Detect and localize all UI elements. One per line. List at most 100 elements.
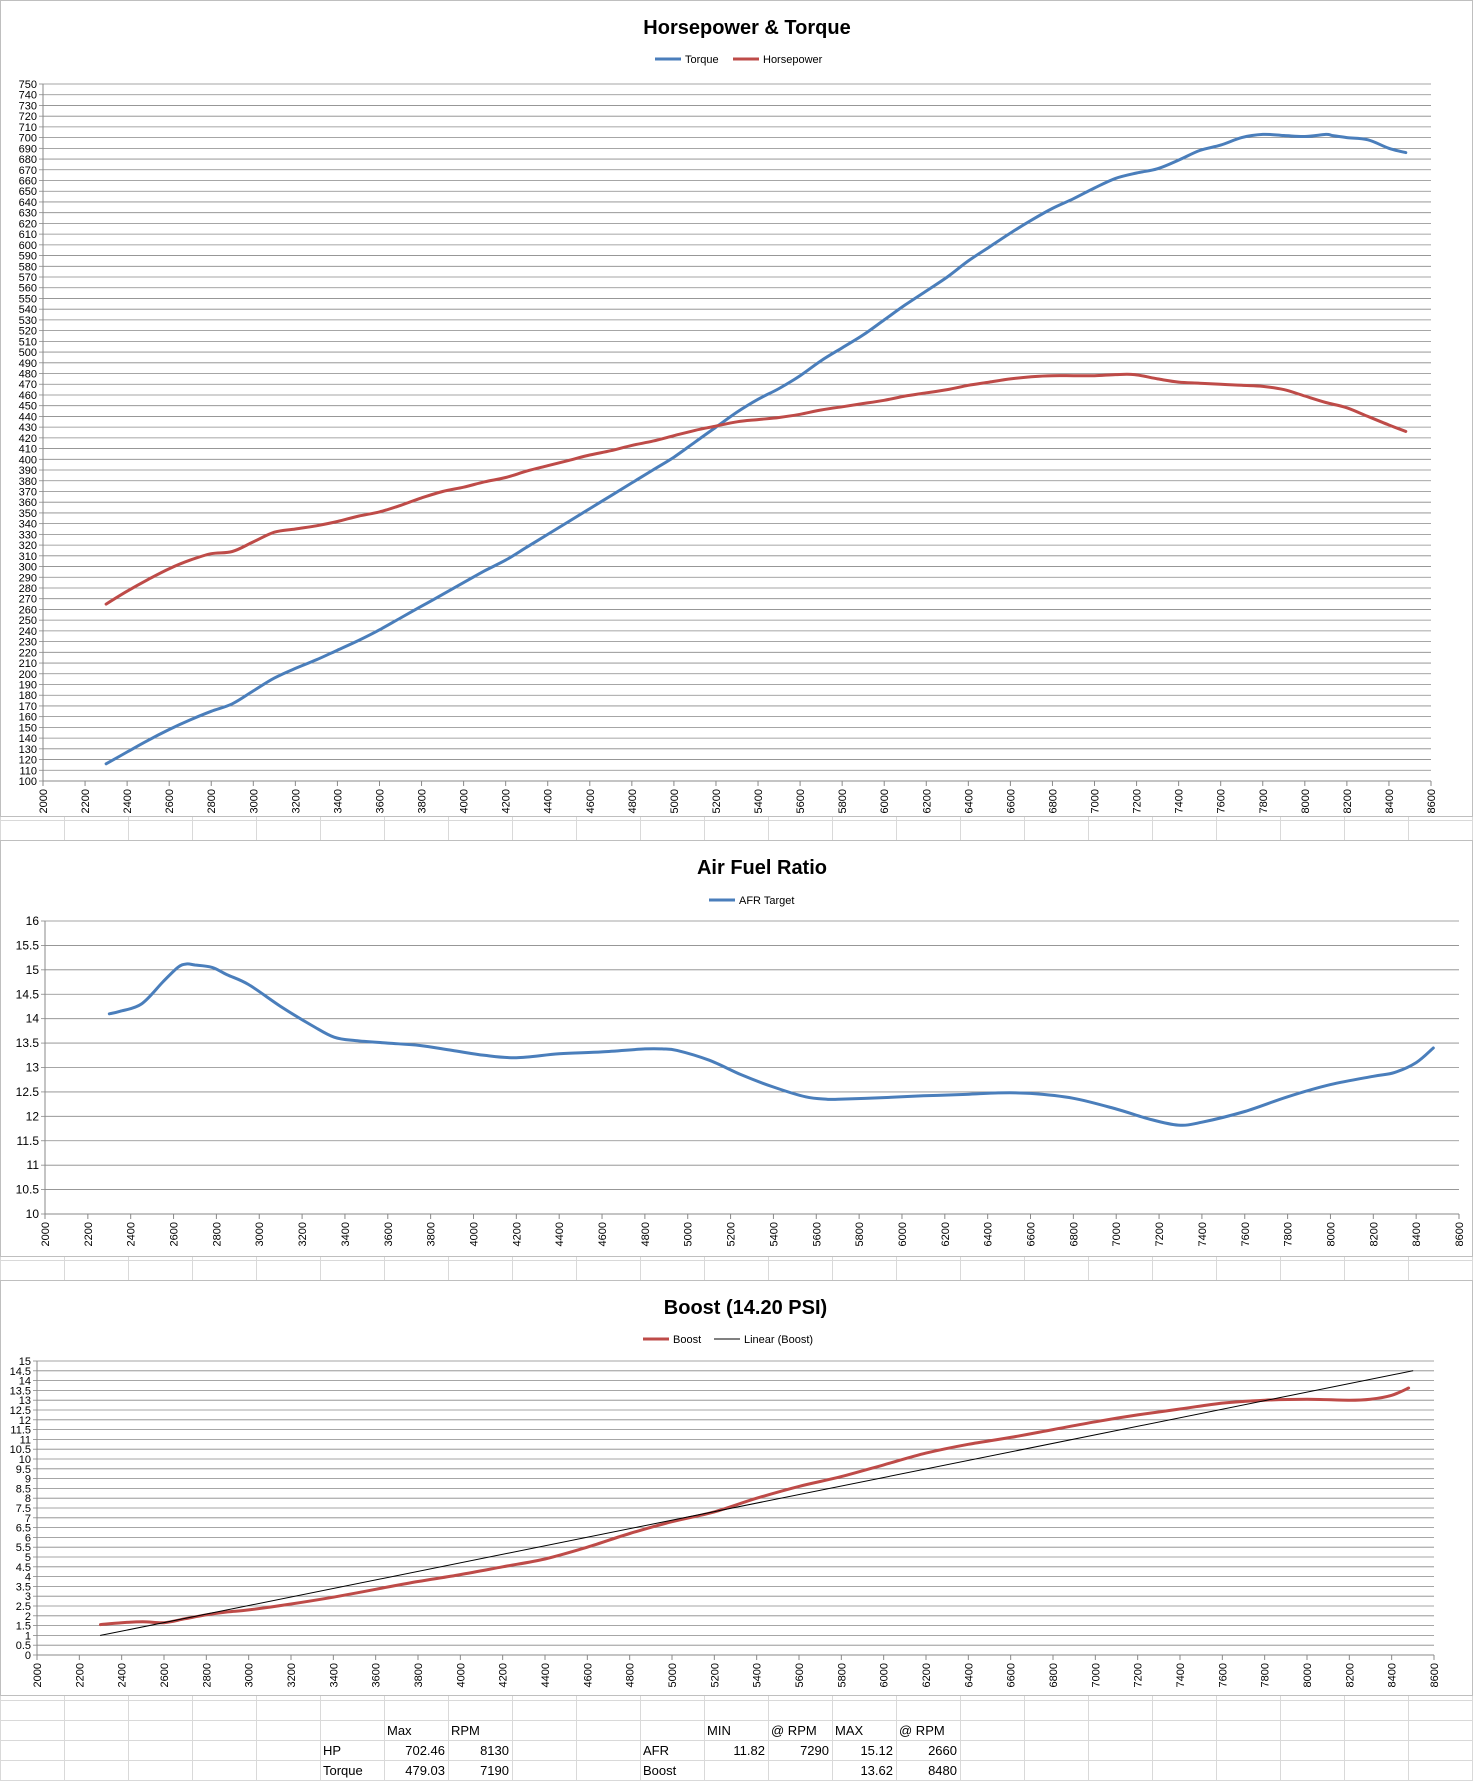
- svg-text:Boost: Boost: [673, 1334, 701, 1346]
- x-tick-label: 3000: [244, 1663, 256, 1687]
- x-tick-label: 5800: [836, 1663, 848, 1687]
- x-tick-label: 2000: [32, 1663, 44, 1687]
- x-tick-label: 4600: [582, 1663, 594, 1687]
- y-tick-label: 630: [19, 208, 37, 220]
- y-tick-label: 1.5: [16, 1621, 31, 1633]
- y-tick-label: 11.5: [17, 1134, 40, 1148]
- y-tick-label: 100: [19, 776, 37, 788]
- boost-max: 13.62: [860, 1763, 893, 1778]
- series-line-horsepower: [104, 372, 1408, 606]
- series-line-boost: [99, 1386, 1411, 1627]
- header-min: MIN: [707, 1723, 731, 1738]
- x-tick-label: 5400: [768, 1222, 780, 1246]
- y-tick-label: 510: [19, 336, 37, 348]
- y-tick-label: 530: [19, 315, 37, 327]
- x-tick-label: 8000: [1302, 1663, 1314, 1687]
- x-tick-label: 2800: [201, 1663, 213, 1687]
- y-tick-label: 13: [19, 1395, 31, 1407]
- y-tick-label: 660: [19, 176, 37, 188]
- x-tick-label: 2200: [74, 1663, 86, 1687]
- y-tick-label: 8: [25, 1493, 31, 1505]
- x-tick-label: 5600: [794, 1663, 806, 1687]
- y-tick-label: 370: [19, 486, 37, 498]
- chart-hp-torque[interactable]: Horsepower & Torque Torque Horsepower 100 11…: [0, 0, 1473, 817]
- x-tick-label: 5200: [726, 1222, 738, 1246]
- afr-label: AFR: [643, 1743, 669, 1758]
- x-tick-label: 3400: [328, 1663, 340, 1687]
- x-tick-label: 2200: [83, 1222, 95, 1246]
- x-tick-label: 8600: [1454, 1222, 1466, 1246]
- y-tick-label: 2: [25, 1611, 31, 1623]
- chart-boost[interactable]: Boost (14.20 PSI) Boost Linear (Boost) 0 0.5…: [0, 1280, 1473, 1696]
- x-tick-label: 6400: [983, 1222, 995, 1246]
- chart-afr[interactable]: Air Fuel Ratio AFR Target 10 10.5 11 11.5 12 12…: [0, 840, 1473, 1257]
- y-tick-label: 190: [19, 679, 37, 691]
- y-tick-label: 12: [19, 1415, 31, 1427]
- x-tick-label: 7800: [1258, 789, 1270, 813]
- y-tick-label: 15: [26, 963, 40, 977]
- x-axis: 2000 2200 2400 2600 2800 3000 3200 3400 3600 3800…: [40, 1214, 1466, 1246]
- legend-item-linear-boost[interactable]: Linear (Boost): [714, 1334, 813, 1346]
- legend-item-afr-target[interactable]: AFR Target: [709, 895, 794, 907]
- y-tick-label: 220: [19, 647, 37, 659]
- y-tick-label: 160: [19, 712, 37, 724]
- x-tick-label: 2600: [159, 1663, 171, 1687]
- x-tick-label: 4800: [640, 1222, 652, 1246]
- x-tick-label: 6200: [921, 789, 933, 813]
- x-tick-label: 5800: [854, 1222, 866, 1246]
- x-tick-label: 4000: [455, 1663, 467, 1687]
- y-tick-label: 13: [26, 1061, 40, 1075]
- y-tick-label: 590: [19, 251, 37, 263]
- legend-item-boost[interactable]: Boost: [643, 1334, 701, 1346]
- x-tick-label: 3800: [426, 1222, 438, 1246]
- y-tick-label: 12: [26, 1109, 40, 1123]
- y-tick-label: 13.5: [16, 1036, 40, 1050]
- y-tick-label: 12.5: [10, 1405, 31, 1417]
- y-tick-label: 340: [19, 519, 37, 531]
- y-tick-label: 10: [19, 1454, 31, 1466]
- y-tick-label: 240: [19, 626, 37, 638]
- x-tick-label: 2600: [164, 789, 176, 813]
- y-tick-label: 11: [27, 1158, 40, 1172]
- y-tick-label: 270: [19, 594, 37, 606]
- x-tick-label: 6600: [1005, 789, 1017, 813]
- x-tick-label: 7200: [1132, 789, 1144, 813]
- x-tick-label: 7400: [1175, 1663, 1187, 1687]
- svg-text:AFR Target: AFR Target: [739, 895, 794, 907]
- y-tick-label: 600: [19, 240, 37, 252]
- x-tick-label: 4600: [585, 789, 597, 813]
- y-tick-label: 520: [19, 326, 37, 338]
- x-tick-label: 5600: [795, 789, 807, 813]
- y-tick-label: 120: [19, 755, 37, 767]
- x-tick-label: 2400: [126, 1222, 138, 1246]
- x-tick-label: 6400: [963, 789, 975, 813]
- y-tick-label: 470: [19, 379, 37, 391]
- x-tick-label: 6800: [1048, 1663, 1060, 1687]
- legend-item-torque[interactable]: Torque: [655, 54, 719, 66]
- y-tick-label: 730: [19, 100, 37, 112]
- x-tick-label: 2400: [117, 1663, 129, 1687]
- y-tick-label: 330: [19, 529, 37, 541]
- header-max-rpm: @ RPM: [899, 1723, 945, 1738]
- chart-title: Air Fuel Ratio: [697, 857, 827, 879]
- x-tick-label: 3200: [290, 789, 302, 813]
- x-tick-label: 2200: [80, 789, 92, 813]
- x-tick-label: 7000: [1090, 789, 1102, 813]
- x-tick-label: 4400: [540, 1663, 552, 1687]
- y-tick-label: 670: [19, 165, 37, 177]
- y-tick-label: 130: [19, 744, 37, 756]
- torque-rpm: 7190: [480, 1763, 509, 1778]
- x-tick-label: 3600: [374, 789, 386, 813]
- y-tick-label: 3: [25, 1591, 31, 1603]
- y-tick-label: 490: [19, 358, 37, 370]
- x-tick-label: 4200: [501, 789, 513, 813]
- afr-min: 11.82: [733, 1743, 765, 1758]
- x-tick-label: 5000: [683, 1222, 695, 1246]
- x-tick-label: 7800: [1260, 1663, 1272, 1687]
- hp-label: HP: [323, 1743, 342, 1758]
- x-tick-label: 3800: [413, 1663, 425, 1687]
- y-tick-label: 13.5: [10, 1385, 31, 1397]
- legend-item-horsepower[interactable]: Horsepower: [733, 54, 823, 66]
- x-tick-label: 4000: [468, 1222, 480, 1246]
- y-tick-label: 480: [19, 369, 37, 381]
